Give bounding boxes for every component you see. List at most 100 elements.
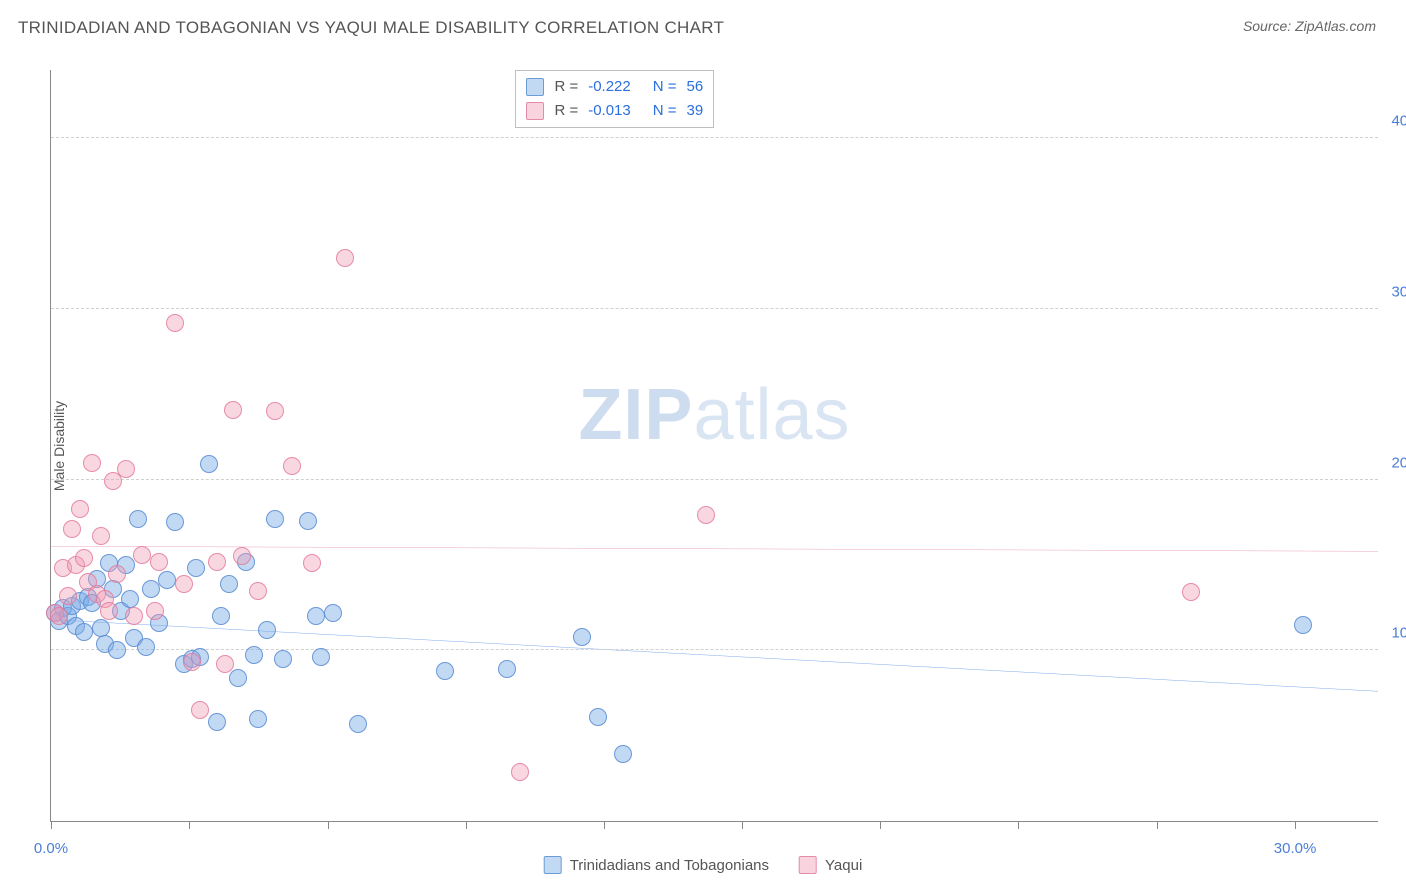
chart-title: TRINIDADIAN AND TOBAGONIAN VS YAQUI MALE… xyxy=(18,18,724,38)
plot-area: ZIPatlas R = -0.222 N = 56 R = -0.013 N … xyxy=(50,70,1378,822)
y-tick-label: 30.0% xyxy=(1391,283,1406,300)
n-label: N = xyxy=(653,99,677,123)
y-tick-label: 10.0% xyxy=(1391,625,1406,642)
scatter-point xyxy=(283,457,301,475)
x-tick xyxy=(742,821,743,829)
stat-row-pink: R = -0.013 N = 39 xyxy=(526,99,703,123)
scatter-point xyxy=(83,454,101,472)
scatter-point xyxy=(125,607,143,625)
scatter-point xyxy=(208,713,226,731)
scatter-point xyxy=(312,648,330,666)
legend-item-pink: Yaqui xyxy=(799,856,862,874)
scatter-point xyxy=(108,565,126,583)
scatter-point xyxy=(212,607,230,625)
scatter-point xyxy=(245,646,263,664)
source-label: Source: ZipAtlas.com xyxy=(1243,18,1376,34)
scatter-point xyxy=(108,641,126,659)
x-tick-label: 0.0% xyxy=(34,840,68,857)
scatter-point xyxy=(324,604,342,622)
scatter-point xyxy=(75,623,93,641)
scatter-point xyxy=(187,559,205,577)
scatter-point xyxy=(166,314,184,332)
scatter-point xyxy=(229,669,247,687)
swatch-blue-icon xyxy=(526,78,544,96)
scatter-point xyxy=(573,628,591,646)
scatter-point xyxy=(233,547,251,565)
x-tick-label: 30.0% xyxy=(1274,840,1317,857)
scatter-point xyxy=(1294,616,1312,634)
watermark-zip: ZIP xyxy=(578,375,693,455)
x-tick xyxy=(1157,821,1158,829)
gridline xyxy=(51,479,1378,480)
n-value-pink: 39 xyxy=(687,99,704,123)
scatter-point xyxy=(146,602,164,620)
watermark: ZIPatlas xyxy=(578,374,850,456)
scatter-point xyxy=(158,571,176,589)
x-tick xyxy=(51,821,52,829)
x-tick xyxy=(1295,821,1296,829)
trend-lines-svg xyxy=(51,70,1378,821)
plot-wrap: ZIPatlas R = -0.222 N = 56 R = -0.013 N … xyxy=(50,70,1378,822)
n-label: N = xyxy=(653,75,677,99)
scatter-point xyxy=(697,506,715,524)
scatter-point xyxy=(216,655,234,673)
x-tick xyxy=(604,821,605,829)
x-tick xyxy=(466,821,467,829)
scatter-point xyxy=(183,653,201,671)
x-tick xyxy=(1018,821,1019,829)
x-tick xyxy=(189,821,190,829)
scatter-point xyxy=(258,621,276,639)
scatter-point xyxy=(249,710,267,728)
scatter-point xyxy=(1182,583,1200,601)
scatter-point xyxy=(303,554,321,572)
scatter-point xyxy=(208,553,226,571)
scatter-point xyxy=(92,527,110,545)
scatter-point xyxy=(50,607,68,625)
bottom-legend: Trinidadians and Tobagonians Yaqui xyxy=(544,856,863,874)
trend-line xyxy=(51,546,1378,551)
scatter-point xyxy=(498,660,516,678)
scatter-point xyxy=(299,512,317,530)
scatter-point xyxy=(266,402,284,420)
scatter-point xyxy=(436,662,454,680)
stat-legend: R = -0.222 N = 56 R = -0.013 N = 39 xyxy=(515,70,714,128)
scatter-point xyxy=(63,520,81,538)
scatter-point xyxy=(117,460,135,478)
scatter-point xyxy=(129,510,147,528)
scatter-point xyxy=(589,708,607,726)
scatter-point xyxy=(336,249,354,267)
scatter-point xyxy=(191,701,209,719)
swatch-pink-icon xyxy=(526,102,544,120)
watermark-atlas: atlas xyxy=(693,375,850,455)
legend-label-blue: Trinidadians and Tobagonians xyxy=(570,857,769,874)
scatter-point xyxy=(614,745,632,763)
stat-row-blue: R = -0.222 N = 56 xyxy=(526,75,703,99)
scatter-point xyxy=(166,513,184,531)
r-value-blue: -0.222 xyxy=(588,75,631,99)
gridline xyxy=(51,308,1378,309)
r-label: R = xyxy=(554,99,578,123)
x-tick xyxy=(328,821,329,829)
swatch-blue-icon xyxy=(544,856,562,874)
scatter-point xyxy=(150,553,168,571)
swatch-pink-icon xyxy=(799,856,817,874)
scatter-point xyxy=(511,763,529,781)
scatter-point xyxy=(249,582,267,600)
scatter-point xyxy=(349,715,367,733)
legend-label-pink: Yaqui xyxy=(825,857,862,874)
r-label: R = xyxy=(554,75,578,99)
y-tick-label: 20.0% xyxy=(1391,454,1406,471)
scatter-point xyxy=(133,546,151,564)
scatter-point xyxy=(307,607,325,625)
r-value-pink: -0.013 xyxy=(588,99,631,123)
scatter-point xyxy=(274,650,292,668)
scatter-point xyxy=(200,455,218,473)
x-tick xyxy=(880,821,881,829)
n-value-blue: 56 xyxy=(687,75,704,99)
scatter-point xyxy=(75,549,93,567)
scatter-point xyxy=(100,602,118,620)
scatter-point xyxy=(137,638,155,656)
scatter-point xyxy=(59,587,77,605)
y-tick-label: 40.0% xyxy=(1391,113,1406,130)
scatter-point xyxy=(121,590,139,608)
